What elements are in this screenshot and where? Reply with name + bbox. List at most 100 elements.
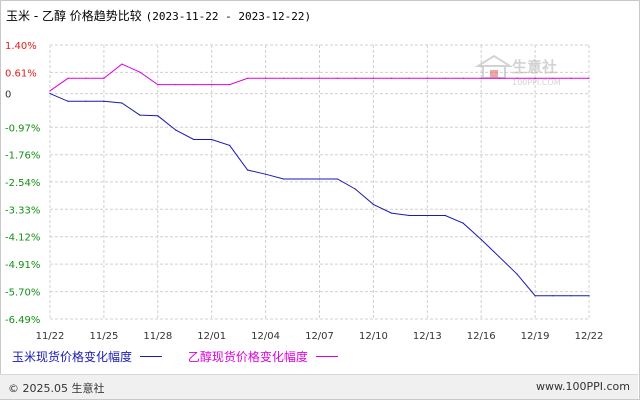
- data-point-1-8: [193, 83, 195, 86]
- data-point-1-0: [49, 90, 51, 92]
- data-point-1-4: [121, 63, 123, 65]
- y-tick-label: -3.33%: [5, 205, 40, 216]
- legend-label-corn: 玉米现货价格变化幅度: [12, 350, 133, 364]
- data-point-1-16: [336, 77, 339, 79]
- x-tick-label: 12/01: [197, 331, 226, 342]
- x-tick-label: 11/22: [36, 331, 65, 342]
- y-axis-tick-labels: 1.40% 0.61% 0 -0.97% -1.76% -2.54% -3.33% -4.12…: [5, 41, 40, 326]
- data-point-0-28: [552, 295, 554, 297]
- x-axis-tick-labels: 11/22 11/25 11/28 12/01 12/04 12/07 12/10 12/13…: [36, 331, 604, 342]
- data-point-1-10: [229, 83, 231, 86]
- data-point-1-26: [516, 77, 518, 79]
- x-tick-label: 11/25: [89, 331, 118, 342]
- data-point-0-16: [336, 178, 339, 180]
- data-point-1-13: [282, 77, 285, 79]
- data-point-0-25: [498, 256, 500, 258]
- data-point-0-8: [193, 138, 195, 141]
- chart-title: 玉米 - 乙醇 价格趋势比较 (2023-11-22 - 2023-12-22): [6, 7, 311, 24]
- data-point-1-18: [372, 77, 374, 79]
- y-tick-label: 0.61%: [5, 68, 37, 79]
- x-tick-label: 11/28: [143, 331, 172, 342]
- legend-label-ethanol: 乙醇现货价格变化幅度: [187, 350, 308, 364]
- data-point-1-29: [570, 77, 572, 79]
- legend-item-corn: 玉米现货价格变化幅度: [12, 348, 163, 365]
- data-point-0-18: [372, 203, 374, 205]
- legend-item-ethanol: 乙醇现货价格变化幅度: [188, 348, 338, 365]
- y-tick-label: -4.91%: [5, 260, 40, 271]
- chart-legend: 玉米现货价格变化幅度 乙醇现货价格变化幅度: [12, 348, 360, 365]
- data-point-0-26: [516, 273, 518, 275]
- data-point-0-4: [121, 102, 123, 104]
- footer-site-link[interactable]: www.100PPI.com: [536, 380, 630, 393]
- data-point-0-29: [570, 295, 572, 297]
- x-tick-label: 12/10: [359, 331, 388, 342]
- y-tick-label: -6.49%: [5, 315, 40, 326]
- y-tick-label: -0.97%: [5, 123, 40, 134]
- watermark-logo: 生意社 100PPI.COM: [474, 54, 561, 87]
- y-tick-label: -1.76%: [5, 151, 40, 162]
- data-point-0-0: [49, 93, 51, 95]
- chart-title-main: 玉米 - 乙醇 价格趋势比较: [6, 9, 142, 23]
- price-trend-chart: 1.40% 0.61% 0 -0.97% -1.76% -2.54% -3.33% -4.12…: [5, 41, 604, 342]
- data-point-0-3: [103, 100, 105, 102]
- data-point-0-17: [354, 188, 357, 190]
- data-point-0-2: [85, 100, 87, 102]
- data-point-1-15: [318, 77, 321, 79]
- data-point-1-28: [552, 77, 554, 79]
- data-point-1-1: [67, 77, 69, 79]
- data-point-0-20: [408, 214, 410, 217]
- x-tick-label: 12/04: [251, 331, 280, 342]
- data-point-1-24: [480, 77, 482, 79]
- data-point-1-17: [354, 77, 357, 79]
- data-point-0-6: [157, 115, 159, 117]
- data-point-0-13: [282, 178, 285, 180]
- y-tick-label: -2.54%: [5, 178, 40, 189]
- legend-swatch-corn: [140, 356, 163, 357]
- data-point-0-12: [265, 173, 267, 175]
- series-lines: [49, 63, 590, 297]
- data-point-1-25: [498, 77, 500, 79]
- data-point-0-21: [426, 214, 428, 217]
- data-point-1-14: [300, 77, 303, 79]
- data-point-1-23: [462, 77, 464, 79]
- data-point-1-2: [85, 77, 87, 79]
- data-point-1-6: [157, 83, 159, 86]
- watermark-name: 生意社: [512, 58, 557, 76]
- data-point-0-27: [534, 295, 536, 297]
- chart-title-range: (2023-11-22 - 2023-12-22): [145, 10, 312, 23]
- grid-lines: [49, 44, 590, 320]
- data-point-0-14: [300, 178, 303, 180]
- data-point-1-3: [103, 77, 105, 79]
- data-point-1-7: [175, 83, 177, 86]
- data-point-0-9: [211, 138, 213, 141]
- data-point-0-11: [247, 169, 249, 171]
- data-point-1-5: [139, 71, 141, 73]
- data-point-1-11: [247, 77, 249, 79]
- y-tick-label: 1.40%: [5, 41, 37, 52]
- data-point-0-1: [67, 100, 69, 102]
- footer-copyright: © 2025.05 生意社: [8, 382, 105, 395]
- x-tick-label: 12/19: [521, 331, 550, 342]
- x-tick-label: 12/22: [575, 331, 604, 342]
- watermark-url: 100PPI.COM: [512, 78, 561, 87]
- data-point-0-5: [139, 114, 141, 116]
- y-tick-label: 0: [5, 90, 11, 101]
- data-point-1-12: [265, 77, 267, 79]
- x-tick-label: 12/16: [467, 331, 496, 342]
- data-point-1-9: [211, 83, 213, 86]
- data-point-1-27: [534, 77, 536, 79]
- data-point-1-20: [408, 77, 410, 79]
- x-tick-label: 12/13: [413, 331, 442, 342]
- data-point-0-19: [390, 212, 392, 214]
- data-point-0-23: [462, 222, 464, 224]
- y-tick-label: -5.70%: [5, 288, 40, 299]
- data-point-0-10: [229, 144, 231, 146]
- data-point-0-7: [175, 129, 177, 131]
- legend-swatch-ethanol: [315, 356, 338, 357]
- data-point-1-19: [390, 77, 392, 79]
- data-point-1-30: [588, 77, 590, 79]
- data-point-0-24: [480, 238, 482, 241]
- data-point-0-30: [588, 295, 590, 297]
- data-point-1-22: [444, 77, 446, 79]
- y-tick-label: -4.12%: [5, 233, 40, 244]
